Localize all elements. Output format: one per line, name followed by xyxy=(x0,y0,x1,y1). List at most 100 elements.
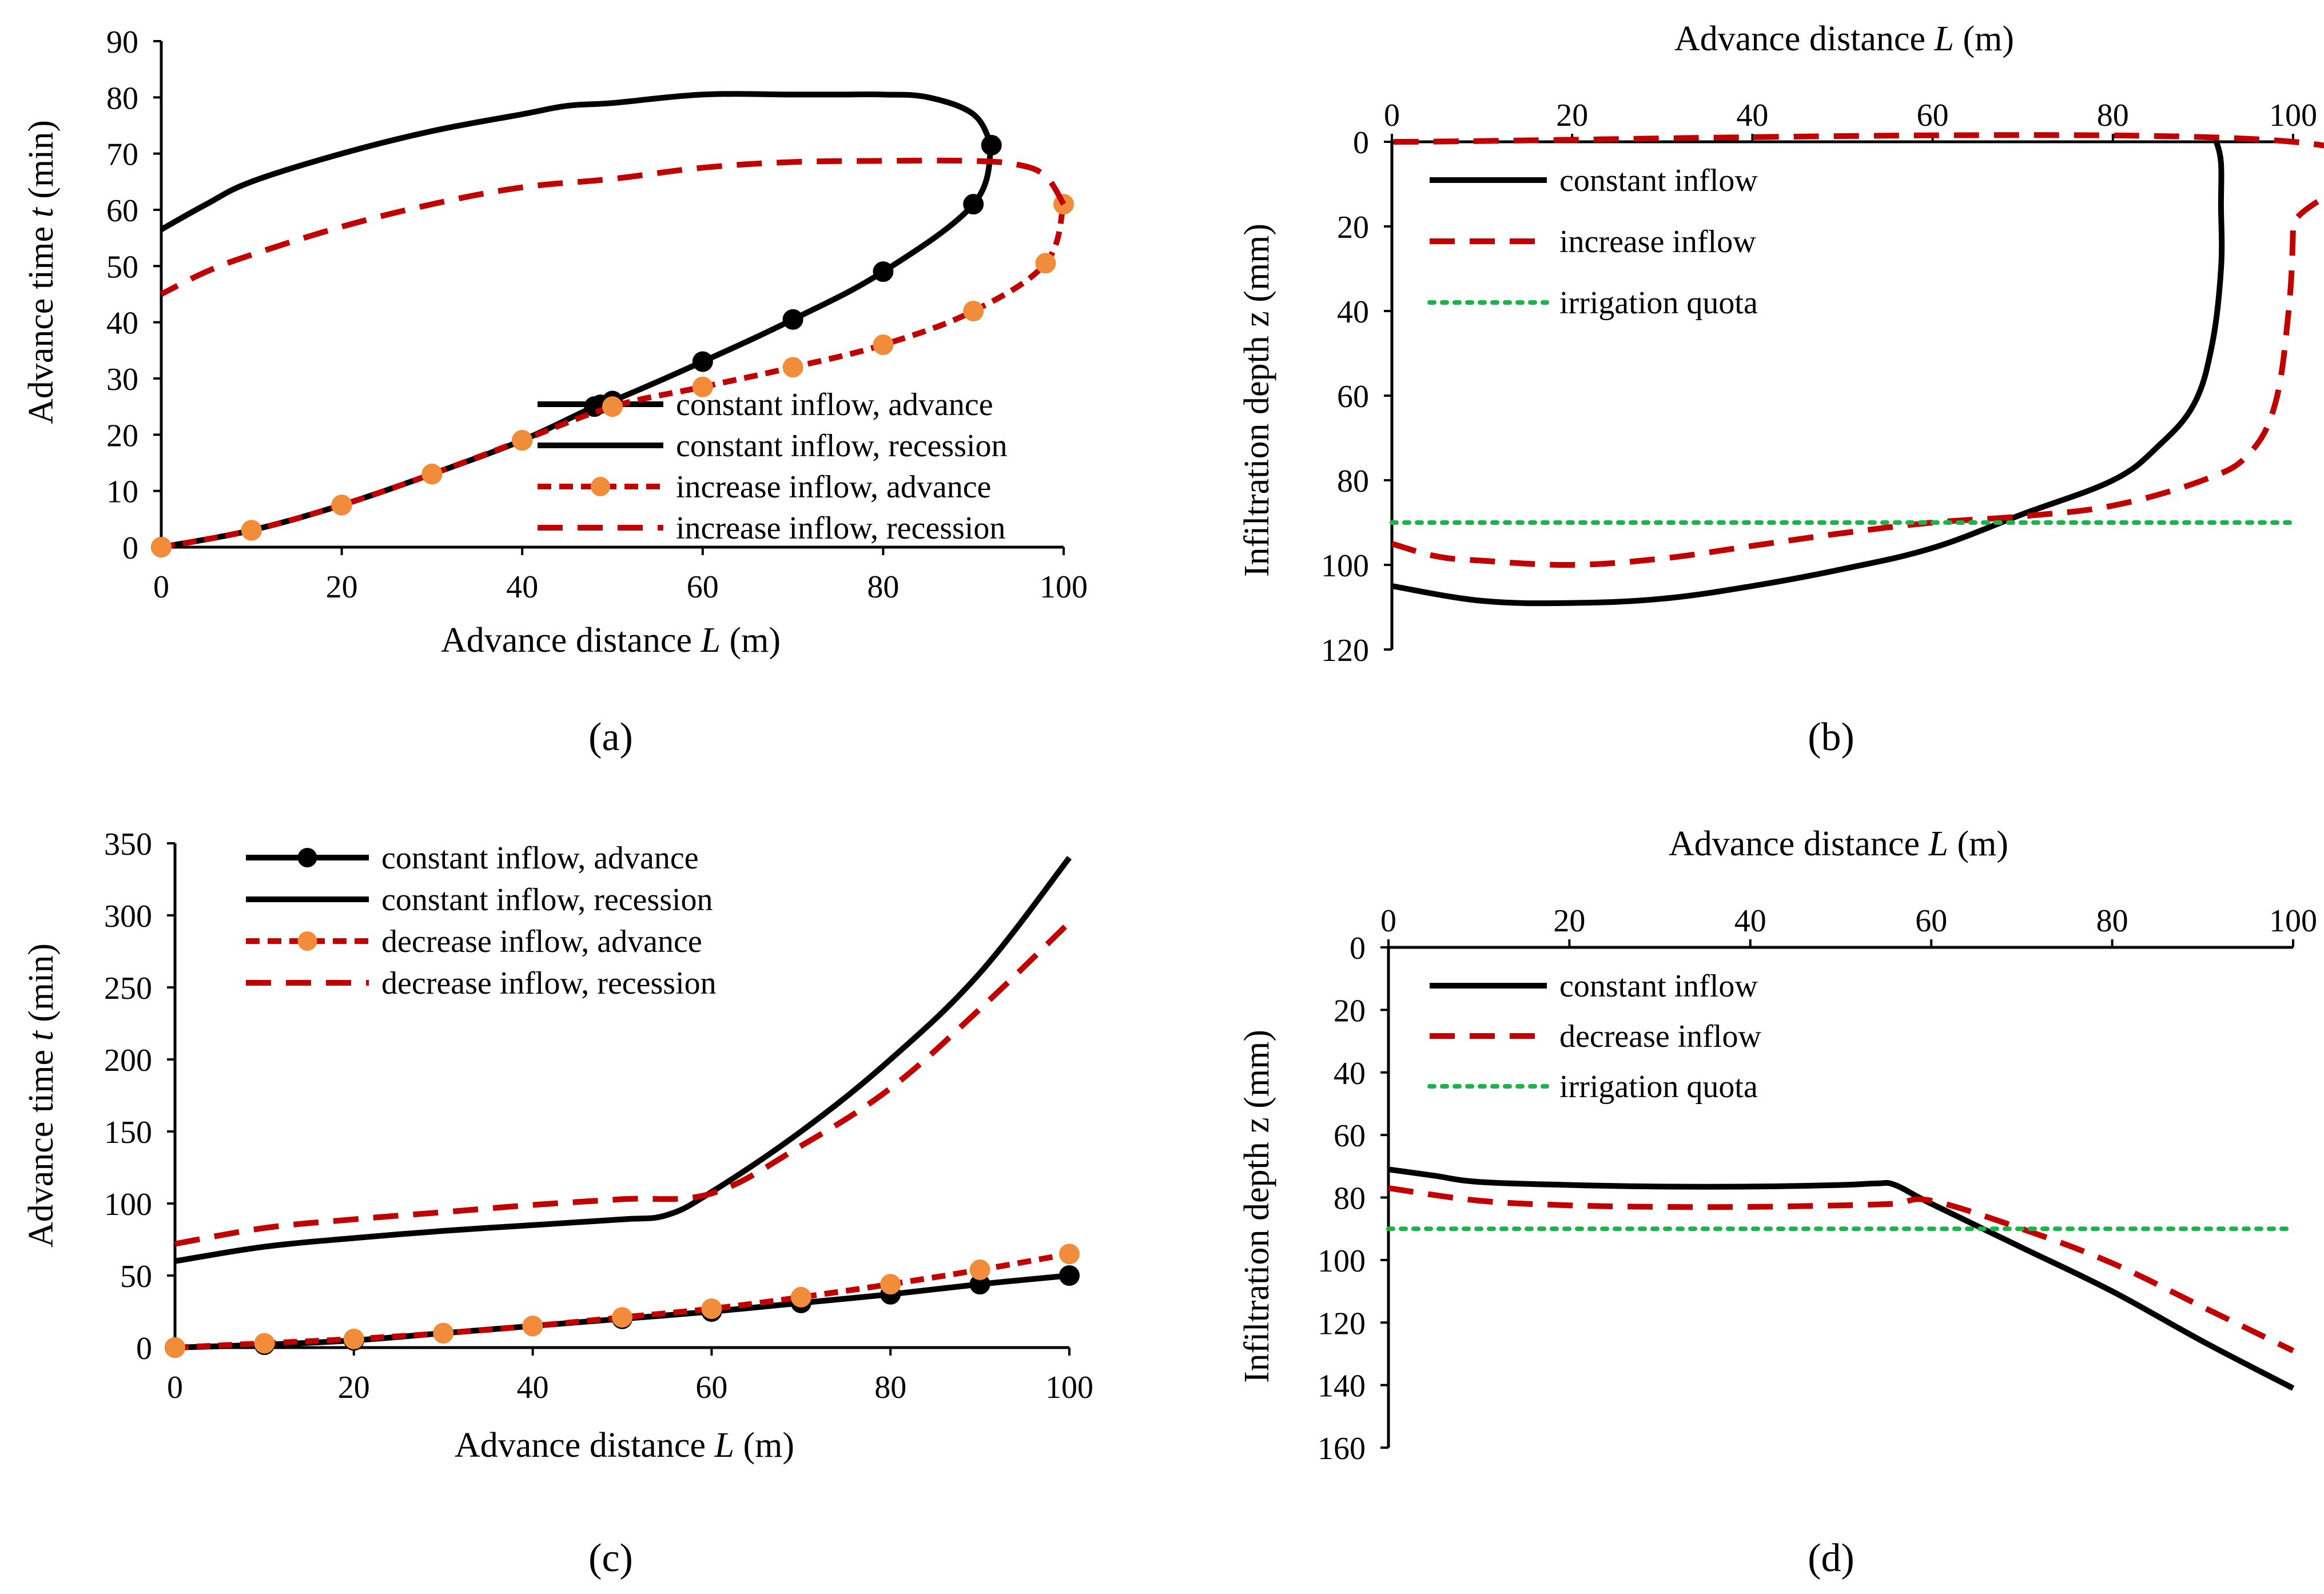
panel-d-series-constant-recession-line xyxy=(1388,1166,2295,1391)
panel-b-legend-label: irrigation quota xyxy=(1559,285,1758,321)
panel-a-series-variable-advance-point xyxy=(602,396,623,417)
panel-a-xlabel-post: (m) xyxy=(721,621,781,660)
panel-a-y-tick-label: 20 xyxy=(106,418,138,453)
panel-c-series-constant-advance-point xyxy=(1059,1265,1080,1286)
panel-d-legend-entry: decrease inflow xyxy=(1430,1019,1761,1054)
panel-b-y-tick-label: 0 xyxy=(1353,125,1369,161)
panel-d-y-tick-label: 120 xyxy=(1318,1306,1366,1341)
panel-c-series-variable-advance-point xyxy=(433,1322,454,1344)
panel-b-y-tick-label: 20 xyxy=(1337,210,1369,245)
panel-a-series-variable-advance-point xyxy=(873,334,894,355)
panel-a-x-tick-label: 80 xyxy=(867,569,899,605)
panel-c-legend-label: decrease inflow, advance xyxy=(381,924,702,959)
panel-c-legend-marker xyxy=(297,848,317,867)
panel-b-xlabel-var: L xyxy=(1933,19,1953,58)
panel-a-legend-entry: constant inflow, recession xyxy=(538,428,1008,464)
panel-d-x-tick-label: 40 xyxy=(1734,903,1766,939)
panel-b-x-tick-label: 100 xyxy=(2269,98,2317,133)
panel-c: 0 20 40 60 80 100 0 50 100 150 200 250 300 350 constan… xyxy=(22,827,1093,1580)
panel-a-x-tick-label: 60 xyxy=(687,569,719,605)
panel-a-series-variable-advance-point xyxy=(692,376,713,397)
panel-b-x-tick-label: 80 xyxy=(2097,98,2129,133)
panel-c-x-tick-label: 40 xyxy=(517,1370,549,1405)
panel-d-y-tick-label: 100 xyxy=(1318,1244,1366,1279)
panel-c-xlabel-post: (m) xyxy=(734,1426,794,1465)
panel-b-series-constant-recession-line xyxy=(1391,141,2225,607)
panel-c-ylabel-pre: Advance time xyxy=(22,1041,61,1248)
panel-b-y-tick-label: 60 xyxy=(1337,379,1369,415)
panel-c-ylabel-var: t xyxy=(22,1030,61,1041)
panel-c-series-variable-advance-point xyxy=(969,1259,990,1280)
panel-b-legend-entry: constant inflow xyxy=(1430,163,1758,198)
panel-c-x-tick-label: 20 xyxy=(338,1370,370,1405)
panel-c-x-tick-label: 80 xyxy=(874,1370,906,1405)
panel-c-y-tick-label: 100 xyxy=(104,1187,152,1222)
panel-c-y-tick-label: 50 xyxy=(120,1259,152,1294)
panel-a-plot: 0 20 40 60 80 100 0 10 20 30 40 50 60 70 80 90 constant … xyxy=(106,25,1088,605)
panel-c-series-variable-advance-line xyxy=(174,1251,1070,1350)
panel-d-legend-entry: constant inflow xyxy=(1430,969,1758,1004)
panel-d-x-tick-label: 0 xyxy=(1380,903,1396,939)
panel-a-series-constant-recession-line xyxy=(160,91,994,232)
panel-a-series-variable-advance-point xyxy=(512,430,533,451)
panel-c-series-variable-advance-point xyxy=(701,1298,722,1319)
panel-d-y-tick-label: 0 xyxy=(1350,931,1366,966)
panel-c-x-tick-label: 100 xyxy=(1045,1370,1093,1405)
panel-a-xlabel: Advance distance L (m) xyxy=(441,621,781,660)
panel-b-y-tick-label: 40 xyxy=(1337,294,1369,330)
panel-c-legend-label: constant inflow, advance xyxy=(381,840,699,876)
panel-a-legend-label: increase inflow, advance xyxy=(676,469,991,505)
panel-a-x-tick-label: 40 xyxy=(506,569,538,605)
panel-d-x-tick-label: 100 xyxy=(2269,903,2317,939)
panel-b-xlabel: Advance distance L (m) xyxy=(1674,19,2014,58)
panel-d-y-tick-label: 80 xyxy=(1334,1181,1366,1217)
panel-c-series-variable-advance-point xyxy=(522,1316,543,1337)
panel-a-ylabel-post: (min) xyxy=(22,120,61,208)
panel-b-legend-label: increase inflow xyxy=(1559,224,1756,260)
panel-d-label: (d) xyxy=(1808,1536,1855,1580)
panel-d-y-tick-label: 140 xyxy=(1318,1369,1366,1404)
panel-c-xlabel-pre: Advance distance xyxy=(455,1426,714,1465)
panel-c-y-tick-label: 250 xyxy=(104,971,152,1006)
panel-a-y-tick-label: 40 xyxy=(106,306,138,341)
panel-d-x-tick-label: 20 xyxy=(1553,903,1585,939)
panel-b-ylabel: Infiltration depth z (mm) xyxy=(1237,224,1276,577)
panel-a-y-tick-label: 70 xyxy=(106,137,138,173)
panel-a-y-tick-label: 50 xyxy=(106,249,138,285)
panel-d-xlabel: Advance distance L (m) xyxy=(1669,824,2008,863)
panel-c-y-tick-label: 0 xyxy=(136,1331,152,1366)
panel-a-ylabel: Advance time t (min) xyxy=(22,120,61,424)
panel-a-series-variable-advance-point xyxy=(241,520,262,541)
panel-b-legend-entry: irrigation quota xyxy=(1427,285,1758,321)
panel-a-legend-marker xyxy=(591,477,610,496)
panel-d-legend-label: decrease inflow xyxy=(1559,1019,1761,1054)
panel-c-series-variable-recession-line xyxy=(174,920,1072,1247)
panel-d: 0 20 40 60 80 100 0 20 40 60 80 100 120 140 160 constan… xyxy=(1237,824,2317,1580)
panel-b: 0 20 40 60 80 100 0 20 40 60 80 100 120 constant infl… xyxy=(1237,19,2324,759)
panel-a-x-tick-label: 0 xyxy=(153,569,169,605)
panel-d-legend-label: irrigation quota xyxy=(1559,1069,1758,1105)
panel-a-ylabel-var: t xyxy=(22,206,61,217)
panel-a-series-variable-advance-point xyxy=(963,301,984,321)
panel-b-x-tick-label: 40 xyxy=(1736,98,1768,133)
panel-d-y-tick-label: 20 xyxy=(1334,993,1366,1029)
panel-d-xlabel-var: L xyxy=(1928,824,1948,863)
panel-a-y-tick-label: 80 xyxy=(106,81,138,116)
panel-a-series-constant-advance-point xyxy=(873,261,894,282)
panel-a: 0 20 40 60 80 100 0 10 20 30 40 50 60 70 80 90 constant … xyxy=(22,25,1088,759)
panel-d-x-tick-label: 60 xyxy=(1915,903,1947,939)
panel-d-series-variable-recession-line xyxy=(1388,1185,2295,1354)
panel-a-series-variable-advance-point xyxy=(1035,253,1056,274)
panel-c-series-variable-advance-point xyxy=(790,1286,811,1308)
panel-c-legend-entry: decrease inflow, recession xyxy=(246,966,717,1001)
panel-d-legend-entry: irrigation quota xyxy=(1427,1069,1758,1105)
panel-d-legend-label: constant inflow xyxy=(1559,969,1758,1004)
panel-b-x-tick-label: 20 xyxy=(1556,98,1588,133)
panel-a-series-variable-advance-point xyxy=(782,357,803,378)
panel-a-series-variable-recession-line xyxy=(160,157,1067,297)
panel-a-series-constant-advance-point xyxy=(963,194,984,215)
panel-b-label: (b) xyxy=(1808,715,1855,759)
panel-b-legend-label: constant inflow xyxy=(1559,163,1758,198)
panel-a-series-constant-advance-point xyxy=(782,309,803,330)
